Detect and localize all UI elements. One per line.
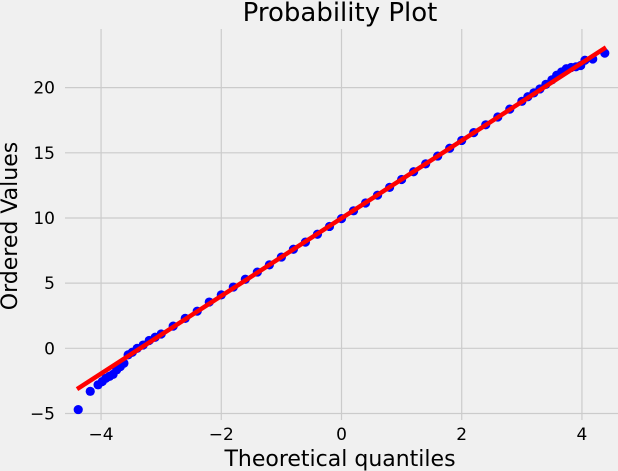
y-axis-label: Ordered Values <box>0 142 23 310</box>
y-tick-label: 20 <box>33 79 55 99</box>
y-tick-label: 0 <box>44 339 55 359</box>
tick-labels: −4 −2 0 2 4 −5 0 5 10 15 20 <box>30 79 587 445</box>
x-tick-label: 0 <box>336 425 347 445</box>
data-point <box>73 404 83 415</box>
y-tick-label: 15 <box>33 144 55 164</box>
y-tick-label: −5 <box>30 404 55 424</box>
data-point <box>85 386 95 396</box>
x-axis-label: Theoretical quantiles <box>223 447 455 471</box>
x-tick-label: −4 <box>89 425 114 445</box>
fit-line <box>75 45 608 392</box>
fit-line-layer <box>75 45 608 392</box>
y-tick-label: 5 <box>44 274 55 294</box>
x-tick-label: 2 <box>456 425 467 445</box>
x-tick-label: 4 <box>577 425 588 445</box>
y-tick-label: 10 <box>33 209 55 229</box>
x-tick-label: −2 <box>209 425 234 445</box>
chart-title: Probability Plot <box>243 0 438 28</box>
